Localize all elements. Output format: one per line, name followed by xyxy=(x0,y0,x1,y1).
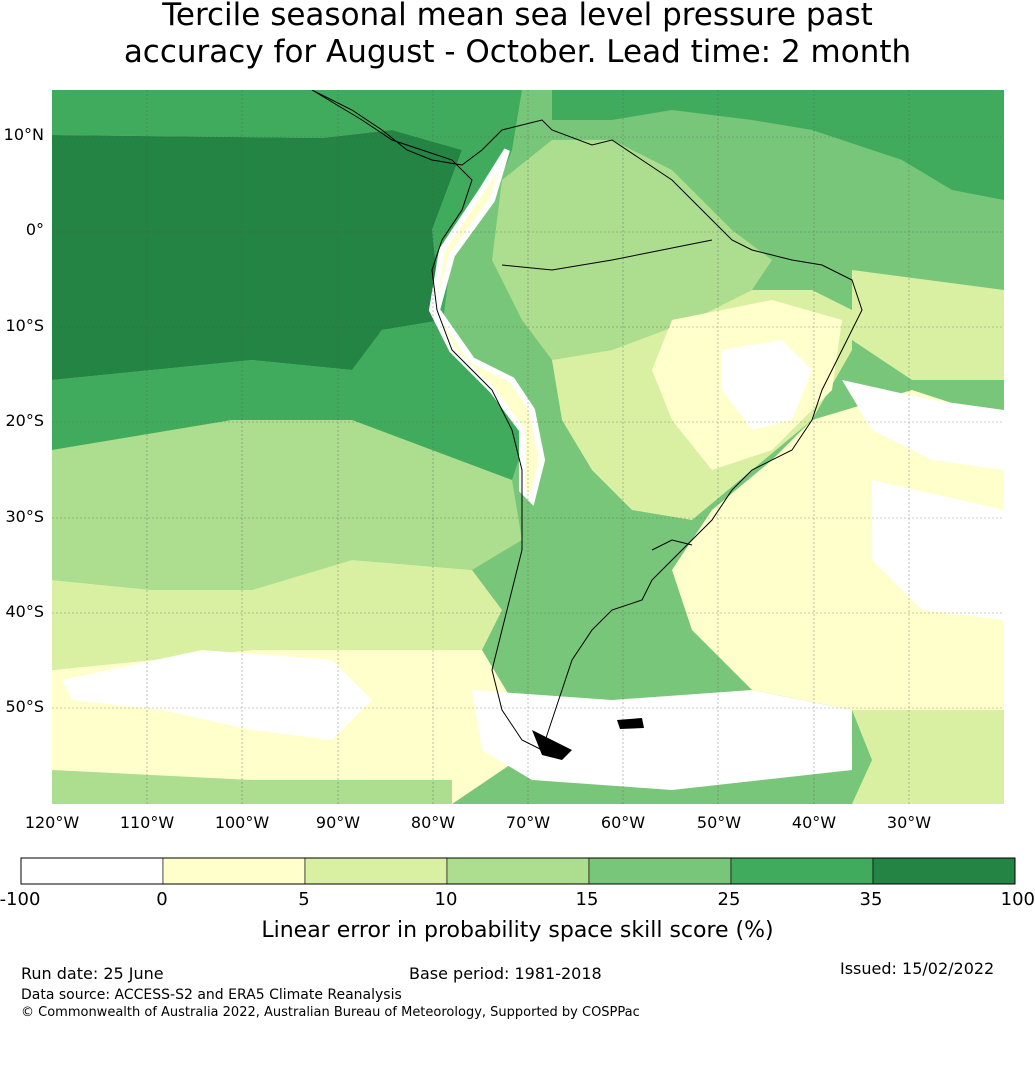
colorbar-segment xyxy=(20,857,164,885)
region-pacific-medium xyxy=(52,90,522,480)
colorbar-segment xyxy=(446,857,590,885)
region-south-pacific-white xyxy=(62,650,372,740)
lon-label-40w: 40°W xyxy=(791,813,837,832)
lon-label-80w: 80°W xyxy=(410,813,456,832)
lat-label-40s: 40°S xyxy=(5,602,44,621)
colorbar-segment xyxy=(304,857,448,885)
lon-label-90w: 90°W xyxy=(315,813,361,832)
cb-tick-2: 0 xyxy=(156,889,168,910)
region-pacific-dark xyxy=(52,130,462,380)
region-caribbean xyxy=(552,90,1004,130)
cb-tick-8: 100 xyxy=(1000,889,1035,910)
map-title-line-1: Tercile seasonal mean sea level pressure… xyxy=(162,0,873,33)
colorbar-label: Linear error in probability space skill … xyxy=(261,918,774,943)
lat-label-10n: 10°N xyxy=(3,125,44,144)
lon-label-100w: 100°W xyxy=(214,813,270,832)
region-southern-ocean-white xyxy=(472,690,852,790)
lon-label-50w: 50°W xyxy=(696,813,742,832)
region-atlantic-white xyxy=(842,380,1004,470)
south-america-coastline xyxy=(311,90,863,751)
colorbar xyxy=(20,857,1016,885)
lat-label-0: 0° xyxy=(25,220,44,239)
region-southern-ocean-green xyxy=(52,770,452,804)
lon-label-60w: 60°W xyxy=(600,813,646,832)
region-atlantic-yellow xyxy=(672,390,1004,710)
colorbar-segment xyxy=(588,857,732,885)
issued-date: Issued: 15/02/2022 xyxy=(840,959,995,978)
region-andes-ridge xyxy=(428,148,546,506)
colorbar-segment xyxy=(162,857,306,885)
region-atlantic-white-2 xyxy=(872,480,1004,620)
skill-score-map xyxy=(52,90,1004,804)
lat-label-10s: 10°S xyxy=(5,316,44,335)
lat-label-50s: 50°S xyxy=(5,697,44,716)
region-atlantic-south-pale xyxy=(852,710,1004,804)
lat-label-30s: 30°S xyxy=(5,507,44,526)
region-brazil-white xyxy=(722,340,812,430)
lon-label-30w: 30°W xyxy=(886,813,932,832)
rio-de-la-plata xyxy=(651,539,693,551)
cb-tick-1: -100 xyxy=(0,889,41,910)
map-title-line-2: accuracy for August - October. Lead time… xyxy=(123,34,912,70)
base-period: Base period: 1981-2018 xyxy=(409,964,602,983)
lon-label-70w: 70°W xyxy=(505,813,551,832)
region-amazon xyxy=(492,140,772,360)
cb-tick-5: 15 xyxy=(575,889,599,910)
region-south-pacific-pale xyxy=(52,560,502,670)
tierra-del-fuego xyxy=(532,730,572,760)
lon-label-110w: 110°W xyxy=(119,813,175,832)
cb-tick-6: 25 xyxy=(717,889,741,910)
region-south-pacific-light xyxy=(52,420,522,590)
cb-tick-4: 10 xyxy=(434,889,458,910)
graticule xyxy=(52,90,1004,804)
falkland-islands xyxy=(617,718,644,729)
region-atlantic-light xyxy=(812,130,1004,200)
data-source: Data source: ACCESS-S2 and ERA5 Climate … xyxy=(21,987,402,1003)
cb-tick-3: 5 xyxy=(298,889,310,910)
lat-label-20s: 20°S xyxy=(5,411,44,430)
lon-label-120w: 120°W xyxy=(24,813,80,832)
colorbar-segment xyxy=(730,857,874,885)
cb-tick-7: 35 xyxy=(859,889,883,910)
copyright: © Commonwealth of Australia 2022, Austra… xyxy=(21,1005,640,1020)
region-atlantic-pale xyxy=(852,270,1004,380)
run-date: Run date: 25 June xyxy=(21,964,164,983)
colorbar-segment xyxy=(872,857,1016,885)
amazon-river xyxy=(501,239,713,271)
colorbar-border xyxy=(20,857,1016,885)
